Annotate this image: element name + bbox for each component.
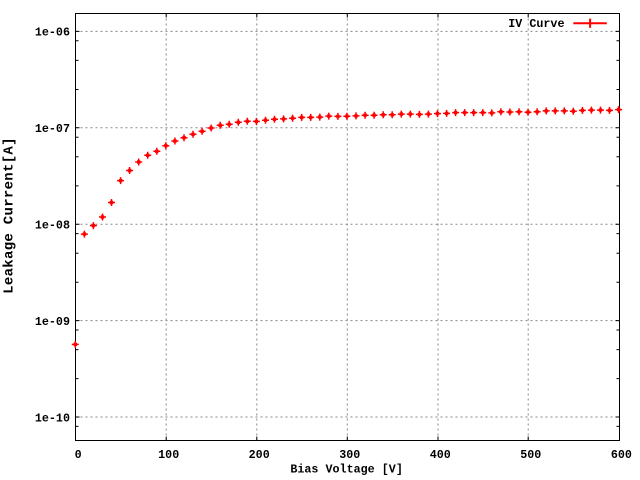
svg-text:1e-06: 1e-06 bbox=[35, 26, 70, 40]
svg-text:600: 600 bbox=[611, 448, 632, 462]
svg-text:1e-09: 1e-09 bbox=[35, 315, 70, 329]
svg-text:300: 300 bbox=[339, 448, 360, 462]
svg-text:IV Curve: IV Curve bbox=[508, 17, 564, 31]
svg-text:Bias Voltage [V]: Bias Voltage [V] bbox=[290, 463, 403, 477]
svg-text:1e-08: 1e-08 bbox=[35, 219, 70, 233]
svg-text:100: 100 bbox=[158, 448, 179, 462]
svg-text:200: 200 bbox=[249, 448, 270, 462]
svg-text:1e-10: 1e-10 bbox=[35, 411, 70, 425]
svg-text:1e-07: 1e-07 bbox=[35, 122, 70, 136]
svg-text:400: 400 bbox=[430, 448, 451, 462]
svg-text:0: 0 bbox=[75, 448, 82, 462]
svg-text:500: 500 bbox=[520, 448, 541, 462]
svg-text:Leakage Current[A]: Leakage Current[A] bbox=[2, 137, 18, 294]
